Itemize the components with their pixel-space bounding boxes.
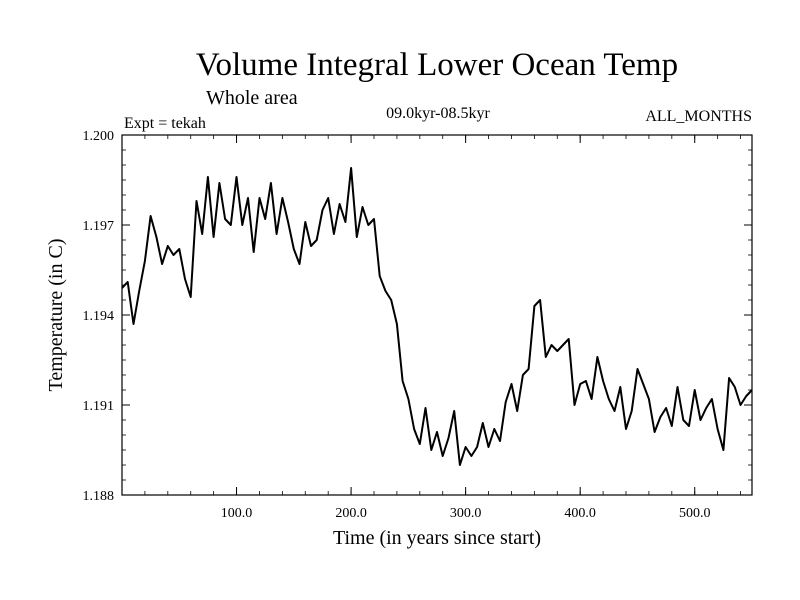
y-axis-label: Temperature (in C) [45, 239, 67, 392]
x-axis-ticks: 100.0 200.0 300.0 400.0 500.0 [144, 135, 741, 521]
period-label: 09.0kyr-08.5kyr [386, 105, 490, 122]
x-axis-label: Time (in years since start) [333, 527, 541, 549]
x-tick-label: 100.0 [221, 506, 253, 521]
x-tick-label: 300.0 [450, 506, 482, 521]
x-tick-label: 400.0 [564, 506, 596, 521]
x-tick-label: 200.0 [335, 506, 367, 521]
y-tick-label: 1.194 [83, 309, 115, 324]
chart-subtitle: Whole area [206, 87, 298, 109]
plot-frame [121, 134, 753, 496]
series-line-tekah [121, 167, 753, 466]
months-label: ALL_MONTHS [645, 108, 752, 125]
chart-title: Volume Integral Lower Ocean Temp [196, 47, 678, 83]
experiment-label: Expt = tekah [124, 115, 206, 132]
y-tick-label: 1.197 [83, 219, 115, 234]
x-tick-label: 500.0 [679, 506, 711, 521]
y-axis-ticks: 1.188 1.191 1.194 1.197 1.200 [83, 129, 752, 504]
y-tick-label: 1.188 [83, 489, 115, 504]
y-tick-label: 1.200 [83, 129, 115, 144]
y-tick-label: 1.191 [83, 399, 115, 414]
